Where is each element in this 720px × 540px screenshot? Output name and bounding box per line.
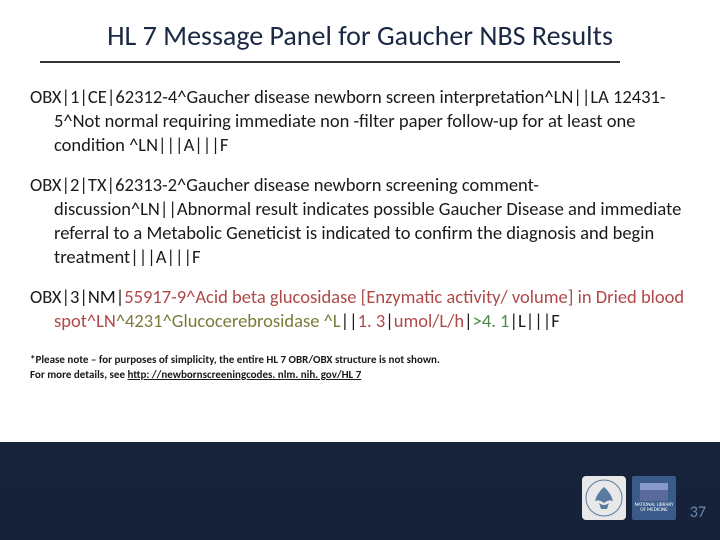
hhs-logo-icon [582,476,626,520]
obx-segment-2: OBX|2|TX|62313-2^Gaucher disease newborn… [30,173,690,269]
obx3-val: 1. 3 [358,309,386,332]
page-number: 37 [690,503,706,522]
logo-container: NATIONAL LIBRARY OF MEDICINE [582,476,676,520]
eagle-icon [585,479,623,517]
slide-title: HL 7 Message Panel for Gaucher NBS Resul… [30,18,690,61]
title-area: HL 7 Message Panel for Gaucher NBS Resul… [0,0,720,73]
obx3-sep2: | [385,309,394,332]
footnote-line-1: *Please note – for purposes of simplicit… [30,353,690,367]
footnote-line-2: For more details, see http: //newbornscr… [30,368,690,382]
obx3-sep3: | [464,309,473,332]
footnote-area: *Please note – for purposes of simplicit… [0,353,720,392]
nlm-building-icon [640,483,668,501]
nlm-logo-icon: NATIONAL LIBRARY OF MEDICINE [632,476,676,520]
obx-segment-1: OBX|1|CE|62312-4^Gaucher disease newborn… [30,85,690,157]
obx3-unit: umol/L/h [394,309,464,332]
footnote-prefix: For more details, see [30,368,127,381]
obx-segment-3: OBX|3|NM|55917-9^Acid beta glucosidase [… [30,285,690,333]
footnote-link[interactable]: http: //newbornscreeningcodes. nlm. nih.… [127,368,361,381]
obx3-prefix: OBX|3|NM| [30,285,124,308]
obx3-range: >4. 1 [473,309,510,332]
content-area: OBX|1|CE|62312-4^Gaucher disease newborn… [0,73,720,353]
obx3-sep1: || [341,309,358,332]
obx3-local: ^4231^Glucocerebrosidase ^L [116,309,341,332]
obx3-tail: |L|||F [509,309,559,332]
title-underline [40,61,620,63]
nlm-text: NATIONAL LIBRARY OF MEDICINE [634,503,674,514]
white-background-extend [0,392,720,442]
